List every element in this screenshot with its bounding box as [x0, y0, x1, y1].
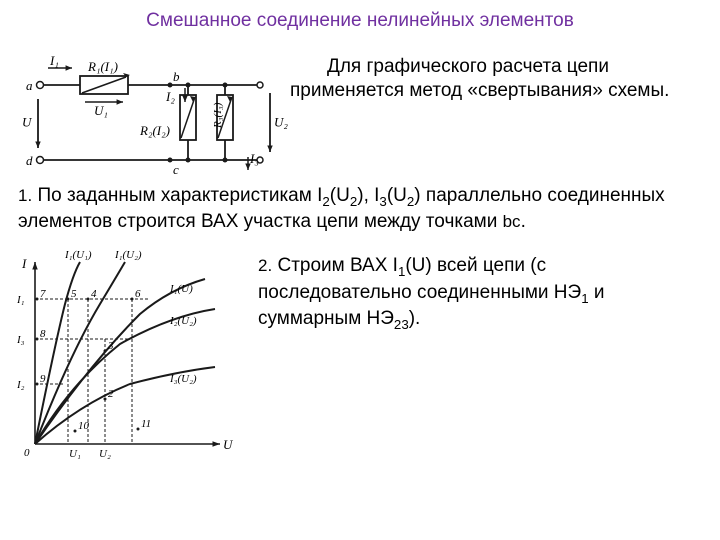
svg-text:3: 3 [107, 340, 114, 352]
row-graph-step2: I U 0 I₁(U₁) I₁(U₂) I₁(U) I₂(U₂) I₃(U₂) U₁ U₂ I₁ I₃… [0, 244, 720, 474]
svg-text:I₁: I₁ [49, 53, 59, 68]
svg-text:7: 7 [40, 288, 46, 300]
intro-paragraph: Для графического расчета цепи применяетс… [290, 40, 710, 103]
svg-text:U₁: U₁ [69, 448, 81, 460]
svg-text:I₃(U₂): I₃(U₂) [169, 373, 197, 385]
iv-graph: I U 0 I₁(U₁) I₁(U₂) I₁(U) I₂(U₂) I₃(U₂) U₁ U₂ I₁ I₃… [10, 244, 250, 474]
svg-text:I₂(U₂): I₂(U₂) [169, 315, 197, 327]
svg-text:I: I [21, 256, 27, 271]
svg-text:11: 11 [141, 418, 151, 430]
svg-text:U: U [22, 115, 33, 130]
svg-text:I₂: I₂ [16, 379, 25, 391]
svg-text:U: U [223, 437, 234, 452]
svg-text:2: 2 [108, 388, 114, 400]
svg-text:U₂: U₂ [274, 115, 288, 130]
svg-text:10: 10 [78, 420, 90, 432]
row-circuit-intro: a d b c I₁ I₂ I₃ U U₁ U₂ R₁(I₁) R₂(I₂) R₃(I₃) Для гр… [0, 40, 720, 180]
svg-text:I₃: I₃ [16, 334, 25, 346]
svg-text:I₁: I₁ [16, 294, 25, 306]
svg-text:I₁(U₁): I₁(U₁) [64, 249, 92, 261]
svg-text:R₃(I₃): R₃(I₃) [212, 102, 224, 129]
svg-text:5: 5 [71, 288, 77, 300]
svg-text:6: 6 [135, 288, 141, 300]
svg-text:8: 8 [40, 328, 46, 340]
svg-text:I₁(U₂): I₁(U₂) [114, 249, 142, 261]
step-2-text: 2. Строим ВАХ I1(U) всей цепи (с последо… [250, 244, 710, 333]
svg-text:b: b [173, 69, 180, 84]
svg-text:U₂: U₂ [99, 448, 111, 460]
step-1-text: 1. По заданным характеристикам I2(U2), I… [0, 180, 720, 244]
svg-text:d: d [26, 153, 33, 168]
svg-text:c: c [173, 162, 179, 177]
svg-text:I₃: I₃ [249, 151, 259, 166]
svg-text:9: 9 [40, 373, 46, 385]
svg-text:4: 4 [91, 288, 97, 300]
svg-text:a: a [26, 78, 33, 93]
svg-text:R₁(I₁): R₁(I₁) [87, 59, 118, 74]
svg-text:I₁(U): I₁(U) [169, 283, 193, 295]
step1-num: 1. [18, 186, 32, 205]
circuit-diagram: a d b c I₁ I₂ I₃ U U₁ U₂ R₁(I₁) R₂(I₂) R₃(I₃) [10, 40, 290, 180]
svg-text:I₂: I₂ [165, 89, 175, 104]
svg-text:0: 0 [24, 447, 30, 459]
page-title: Смешанное соединение нелинейных элементо… [0, 0, 720, 40]
svg-text:R₂(I₂): R₂(I₂) [139, 123, 170, 138]
svg-text:U₁: U₁ [94, 103, 108, 118]
